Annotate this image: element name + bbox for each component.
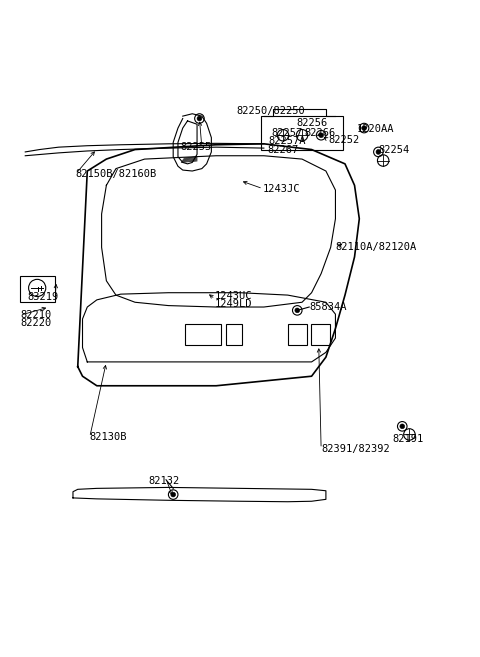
- Bar: [262, 116, 343, 150]
- Text: 82191: 82191: [393, 434, 424, 444]
- Circle shape: [400, 424, 405, 429]
- Text: 82252: 82252: [328, 135, 360, 145]
- Bar: [288, 324, 307, 345]
- Text: 82210: 82210: [21, 310, 52, 320]
- Text: 82150B/82160B: 82150B/82160B: [75, 170, 156, 179]
- Text: 82130B: 82130B: [90, 432, 127, 442]
- Circle shape: [197, 116, 202, 121]
- Text: 1249LD: 1249LD: [215, 299, 252, 309]
- Bar: [311, 324, 330, 345]
- Text: 82110A/82120A: 82110A/82120A: [336, 242, 417, 252]
- Text: 82256: 82256: [296, 118, 327, 128]
- Circle shape: [376, 150, 381, 154]
- Text: 82266: 82266: [304, 128, 336, 138]
- Text: 82255: 82255: [180, 142, 212, 152]
- Bar: [185, 324, 221, 345]
- Text: 83219: 83219: [28, 292, 59, 302]
- Text: 85834A: 85834A: [309, 302, 347, 312]
- Text: 1220AA: 1220AA: [357, 124, 395, 134]
- Circle shape: [362, 125, 366, 131]
- Circle shape: [319, 133, 324, 137]
- Text: 82254: 82254: [378, 145, 409, 154]
- Text: 1243JC: 1243JC: [263, 184, 300, 194]
- Text: 82220: 82220: [21, 318, 52, 328]
- Circle shape: [295, 308, 300, 313]
- Text: 82257: 82257: [271, 128, 302, 138]
- Text: 82391/82392: 82391/82392: [321, 443, 390, 454]
- Text: 82132: 82132: [148, 476, 179, 486]
- Text: 82250/82250: 82250/82250: [237, 106, 305, 116]
- Bar: [226, 324, 242, 345]
- Text: 82257A: 82257A: [269, 137, 306, 147]
- Circle shape: [171, 492, 176, 497]
- Text: 82267: 82267: [267, 145, 299, 154]
- Text: 1243UC: 1243UC: [215, 291, 252, 301]
